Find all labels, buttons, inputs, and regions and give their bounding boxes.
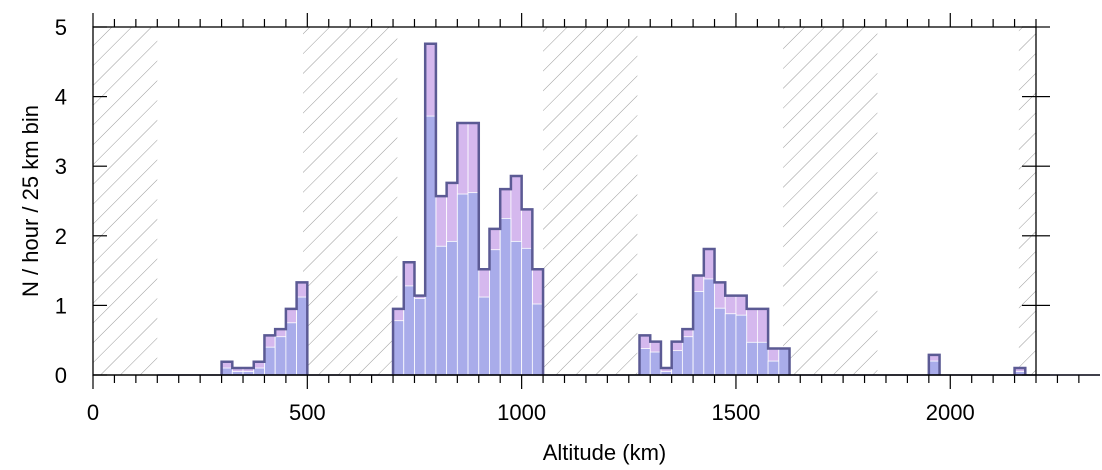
component-bar	[521, 247, 533, 376]
component-bar	[767, 360, 780, 376]
hatched-region-2	[303, 27, 398, 375]
component-bar	[692, 291, 705, 376]
y-tick-labels: 0 1 2 3 4 5	[55, 15, 67, 388]
axis-ticks	[92, 13, 1100, 389]
hatched-region-5	[1018, 27, 1036, 375]
component-bar	[403, 285, 415, 376]
component-bar	[414, 298, 426, 376]
component-bar	[499, 217, 512, 376]
x-tick-label: 2000	[926, 400, 975, 425]
x-axis-title: Altitude (km)	[543, 440, 666, 465]
component-bar	[221, 367, 233, 376]
x-tick-label: 0	[87, 400, 99, 425]
component-bar	[296, 296, 308, 376]
component-bar	[724, 313, 737, 376]
excluded-regions	[93, 27, 1036, 375]
y-axis-title: N / hour / 25 km bin	[18, 105, 43, 297]
component-bar	[456, 193, 469, 376]
component-bar	[489, 249, 501, 376]
x-tick-label: 1500	[711, 400, 760, 425]
y-tick-label: 0	[55, 363, 67, 388]
y-tick-label: 1	[55, 293, 67, 318]
component-bar	[735, 314, 748, 376]
total-outline	[220, 42, 1027, 375]
component-bars	[221, 115, 1026, 376]
x-tick-label: 1000	[497, 400, 546, 425]
component-bar	[703, 278, 715, 376]
component-bar	[756, 341, 769, 376]
y-tick-label: 2	[55, 224, 67, 249]
component-bar	[714, 307, 726, 376]
component-bar	[746, 341, 758, 376]
component-bar	[274, 336, 287, 376]
component-bar	[253, 367, 265, 376]
component-bar	[446, 240, 458, 376]
component-bar	[467, 192, 480, 376]
component-bar	[639, 348, 651, 376]
x-tick-labels: 0 500 1000 1500 2000	[87, 400, 975, 425]
component-bar	[478, 296, 490, 376]
component-bar	[681, 336, 694, 376]
component-bar	[531, 303, 544, 376]
component-bar	[649, 351, 662, 376]
component-bar	[778, 348, 790, 376]
y-tick-label: 4	[55, 85, 67, 110]
component-bar	[285, 322, 298, 376]
y-tick-label: 5	[55, 15, 67, 40]
hatched-region-4	[783, 27, 878, 375]
y-tick-label: 3	[55, 154, 67, 179]
hatched-region-3	[543, 27, 638, 375]
x-tick-label: 500	[289, 400, 326, 425]
component-bar	[424, 115, 437, 376]
hatched-region-1	[93, 27, 158, 375]
component-bar	[264, 346, 276, 376]
component-bar	[392, 320, 405, 376]
component-bar	[435, 245, 448, 376]
component-bar	[510, 240, 523, 376]
component-bar	[671, 350, 683, 376]
component-bar	[928, 360, 940, 376]
